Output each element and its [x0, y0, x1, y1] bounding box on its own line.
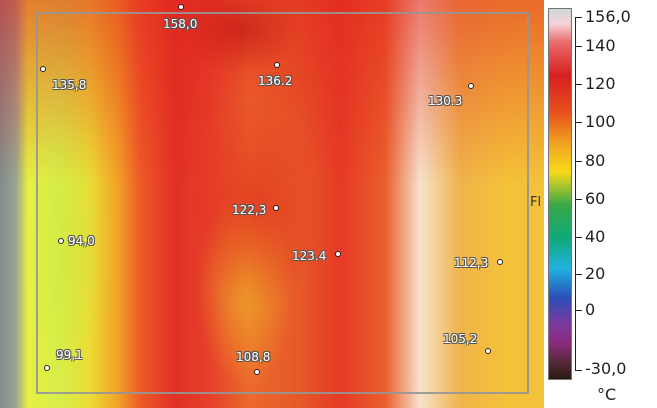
- probe-label: 99,1: [56, 348, 83, 362]
- scale-tick-label: 100: [585, 112, 616, 131]
- probe-label: 123.4: [292, 249, 327, 263]
- scale-tick: [575, 122, 582, 123]
- scale-tick: [575, 161, 582, 162]
- probe-label: 108,8: [236, 350, 271, 364]
- unit-label: °C: [597, 385, 617, 404]
- probe-marker[interactable]: [468, 83, 474, 89]
- scale-tick-label: 140: [585, 36, 616, 55]
- scale-tick: [575, 370, 582, 371]
- fl-label: Fl: [530, 195, 542, 210]
- probe-label: 135,8: [52, 78, 87, 92]
- probe-label: 130.3: [428, 94, 463, 108]
- probe-marker[interactable]: [44, 365, 50, 371]
- scale-tick-label: 80: [585, 151, 606, 170]
- scale-tick: [575, 84, 582, 85]
- probe-label: 136.2: [258, 74, 293, 88]
- scale-tick: [575, 17, 582, 18]
- scale-tick-label: 120: [585, 74, 616, 93]
- thermal-image: 158,0 135,8 136.2 130.3 122,3 94,0 123.4…: [0, 0, 544, 408]
- scale-axis-line: [575, 17, 576, 370]
- probe-marker[interactable]: [178, 4, 184, 10]
- scale-tick: [575, 46, 582, 47]
- probe-marker[interactable]: [335, 251, 341, 257]
- measurement-area-box[interactable]: [36, 12, 529, 394]
- scale-tick: [575, 237, 582, 238]
- scale-tick-label: 20: [585, 264, 606, 283]
- scale-tick-label: 0: [585, 300, 596, 319]
- probe-marker[interactable]: [273, 205, 279, 211]
- probe-label: 94,0: [68, 234, 95, 248]
- scale-tick-label: 40: [585, 227, 606, 246]
- probe-marker[interactable]: [58, 238, 64, 244]
- temperature-colorbar: [548, 8, 572, 380]
- probe-marker[interactable]: [40, 66, 46, 72]
- scale-tick: [575, 199, 582, 200]
- scale-tick: [575, 274, 582, 275]
- scale-tick-label: 156,0: [585, 7, 631, 26]
- probe-label: 158,0: [163, 17, 198, 31]
- scale-tick: [575, 310, 582, 311]
- scale-tick-label: 60: [585, 189, 606, 208]
- scale-tick-label: -30,0: [585, 359, 627, 378]
- probe-marker[interactable]: [274, 62, 280, 68]
- probe-marker[interactable]: [485, 348, 491, 354]
- probe-marker[interactable]: [497, 259, 503, 265]
- probe-label: 112,3: [454, 256, 489, 270]
- probe-marker[interactable]: [254, 369, 260, 375]
- probe-label: 105,2: [443, 332, 478, 346]
- probe-label: 122,3: [232, 203, 267, 217]
